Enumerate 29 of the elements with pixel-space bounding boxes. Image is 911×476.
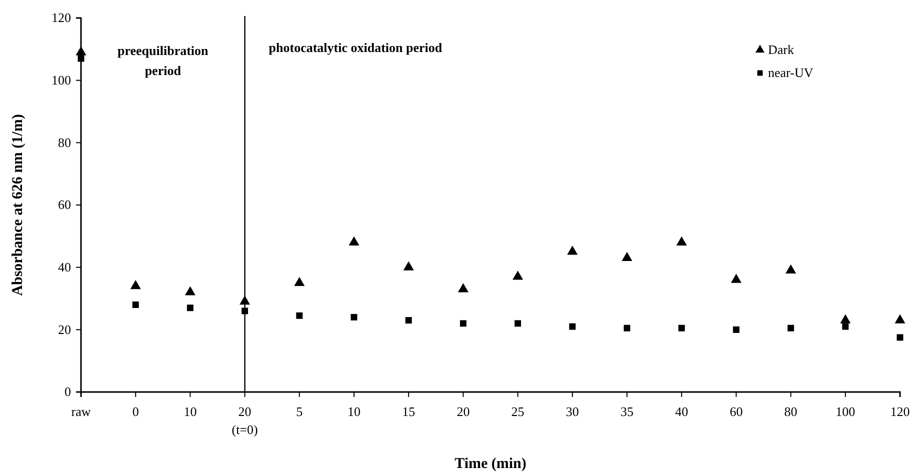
y-tick-label: 80: [58, 134, 71, 150]
x-tick-label: 100: [836, 404, 856, 419]
x-tick-label: 25: [511, 404, 524, 419]
x-tick-label: 120: [890, 404, 910, 419]
x-tick-label: 10: [184, 404, 197, 419]
annotation: preequilibration period: [118, 43, 210, 78]
x-tick-label: 35: [620, 404, 634, 419]
legend-label: near-UV: [768, 65, 814, 80]
y-tick-label: 0: [64, 384, 71, 400]
x-tick-label: 20 (t=0): [232, 404, 258, 437]
x-tick-label: 0: [132, 404, 139, 419]
x-tick-label: 80: [784, 404, 798, 419]
y-tick-label: 60: [58, 197, 71, 212]
x-tick-label: 10: [348, 404, 360, 419]
legend-label: Dark: [768, 42, 794, 57]
x-tick-label: 20: [456, 404, 470, 419]
y-tick-label: 40: [58, 259, 71, 274]
x-tick-label: 40: [675, 404, 688, 419]
x-axis-title: Time (min): [454, 456, 526, 472]
y-tick-label: 100: [52, 72, 71, 88]
y-tick-label: 20: [58, 322, 71, 337]
x-tick-label: 30: [566, 404, 579, 419]
x-tick-label: 15: [402, 404, 416, 419]
y-axis-title: Absorbance at 626 nm (1/m): [10, 114, 26, 296]
y-tick-label: 120: [52, 10, 71, 26]
x-tick-label: 60: [730, 404, 743, 419]
x-tick-label: 5: [296, 404, 303, 419]
x-tick-label: raw: [71, 404, 92, 419]
annotation: photocatalytic oxidation period: [268, 40, 443, 55]
